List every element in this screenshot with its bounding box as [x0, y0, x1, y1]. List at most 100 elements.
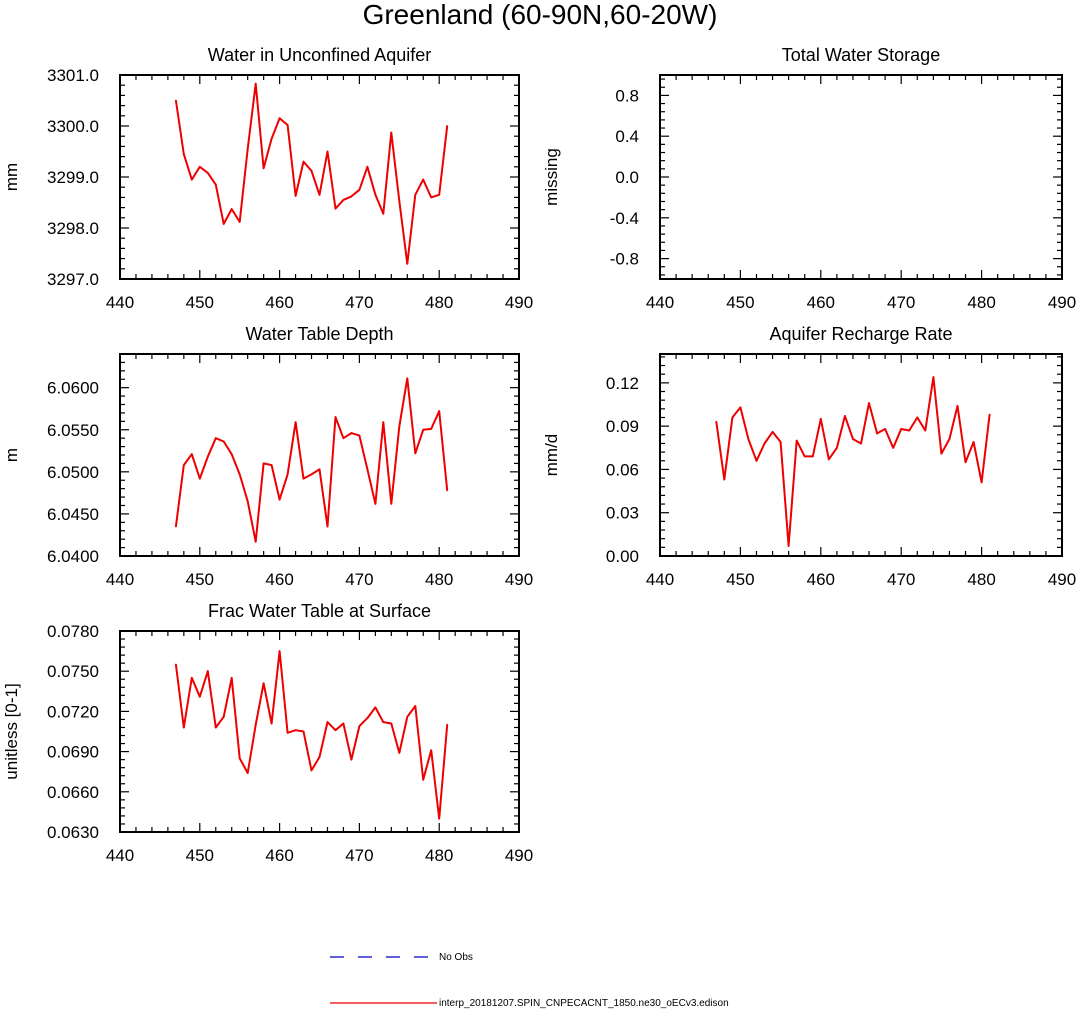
data-point	[390, 502, 393, 505]
data-point	[430, 196, 433, 199]
data-point	[175, 663, 177, 666]
data-point	[206, 172, 209, 174]
plot-frame	[119, 74, 520, 280]
chart-panel-5: Frac Water Table at Surface 440 450 460 470 4…	[2, 601, 533, 865]
y-tick-label: 3299.0	[47, 168, 99, 187]
x-tick-label: 490	[505, 570, 533, 589]
y-axis-label: mm	[2, 163, 21, 191]
y-tick-label: 0.8	[615, 86, 639, 105]
data-point	[948, 438, 951, 440]
data-point	[715, 420, 718, 423]
y-tick-label: 0.0780	[47, 622, 99, 641]
y-tick-label: 0.09	[606, 417, 639, 436]
y-tick-label: 3297.0	[47, 270, 99, 289]
data-point	[246, 772, 249, 774]
data-point	[438, 410, 441, 413]
x-tick-label: 450	[186, 293, 214, 312]
data-point	[326, 525, 329, 528]
data-point	[222, 715, 225, 718]
y-axis-label: unitless [0-1]	[2, 683, 21, 779]
chart-title: Water Table Depth	[245, 324, 393, 344]
y-tick-label: 0.12	[606, 374, 639, 393]
data-point	[446, 489, 449, 492]
x-tick-label: 480	[425, 570, 453, 589]
data-point	[238, 221, 241, 223]
y-tick-label: 6.0550	[47, 421, 99, 440]
data-point	[844, 415, 846, 417]
data-point	[190, 178, 193, 181]
data-point	[374, 193, 377, 196]
y-tick-label: 0.0660	[47, 783, 99, 802]
x-tick-label: 440	[106, 570, 134, 589]
data-point	[182, 464, 185, 466]
data-point	[334, 207, 337, 210]
data-point	[262, 682, 265, 685]
data-point	[262, 462, 265, 465]
data-point	[286, 731, 289, 734]
data-point	[302, 730, 305, 733]
data-point	[254, 540, 257, 543]
data-point	[222, 223, 225, 225]
data-point	[214, 183, 217, 186]
data-point	[414, 705, 417, 707]
data-point	[422, 778, 425, 781]
x-tick-label: 460	[807, 293, 835, 312]
y-tick-label: 0.00	[606, 547, 639, 566]
data-point	[980, 481, 983, 484]
x-tick-label: 490	[1048, 293, 1076, 312]
plot-frame	[659, 74, 1063, 280]
data-point	[294, 195, 297, 197]
data-point	[390, 131, 393, 134]
data-point	[342, 199, 345, 201]
data-point	[819, 418, 822, 420]
data-point	[334, 416, 337, 418]
data-point	[198, 695, 201, 698]
x-tick-label: 460	[265, 293, 293, 312]
data-point	[310, 170, 313, 172]
y-axis-label: m	[2, 448, 21, 462]
plot-frame	[119, 353, 520, 557]
data-point	[406, 377, 409, 380]
data-point	[222, 440, 225, 443]
data-point	[795, 439, 798, 442]
y-tick-label: 0.03	[606, 504, 639, 523]
data-point	[868, 402, 870, 404]
y-axis-label: missing	[542, 148, 561, 206]
x-tick-label: 480	[967, 293, 995, 312]
chart-panel-4: Aquifer Recharge Rate 440 450 460 470 480 490 0…	[542, 324, 1076, 589]
data-point	[206, 455, 209, 458]
y-tick-label: 0.06	[606, 460, 639, 479]
data-point	[246, 500, 249, 503]
x-tick-label: 480	[967, 570, 995, 589]
data-point	[270, 464, 273, 466]
data-point	[916, 416, 919, 419]
data-point	[286, 473, 289, 476]
x-tick-label: 490	[1048, 570, 1076, 589]
data-point	[358, 434, 361, 437]
data-point	[198, 477, 201, 480]
y-tick-label: 6.0500	[47, 463, 99, 482]
data-point	[972, 441, 975, 443]
data-point	[334, 729, 337, 732]
data-point	[175, 525, 177, 528]
plot-frame	[659, 353, 1063, 557]
y-tick-label: 6.0400	[47, 547, 99, 566]
figure-title: Greenland (60-90N,60-20W)	[363, 0, 718, 30]
data-point	[940, 452, 943, 455]
data-point	[988, 413, 991, 416]
data-point	[382, 421, 385, 424]
data-point	[803, 455, 806, 458]
data-point	[270, 137, 273, 140]
data-point	[406, 715, 409, 718]
data-point	[827, 458, 830, 461]
y-tick-label: 0.0	[615, 168, 639, 187]
data-point	[852, 438, 854, 440]
y-tick-label: 3298.0	[47, 219, 99, 238]
data-point	[230, 208, 233, 211]
data-point	[414, 452, 417, 455]
x-tick-label: 470	[345, 846, 373, 865]
data-point	[246, 148, 249, 150]
chart-title: Frac Water Table at Surface	[208, 601, 431, 621]
y-tick-label: 3301.0	[47, 66, 99, 85]
